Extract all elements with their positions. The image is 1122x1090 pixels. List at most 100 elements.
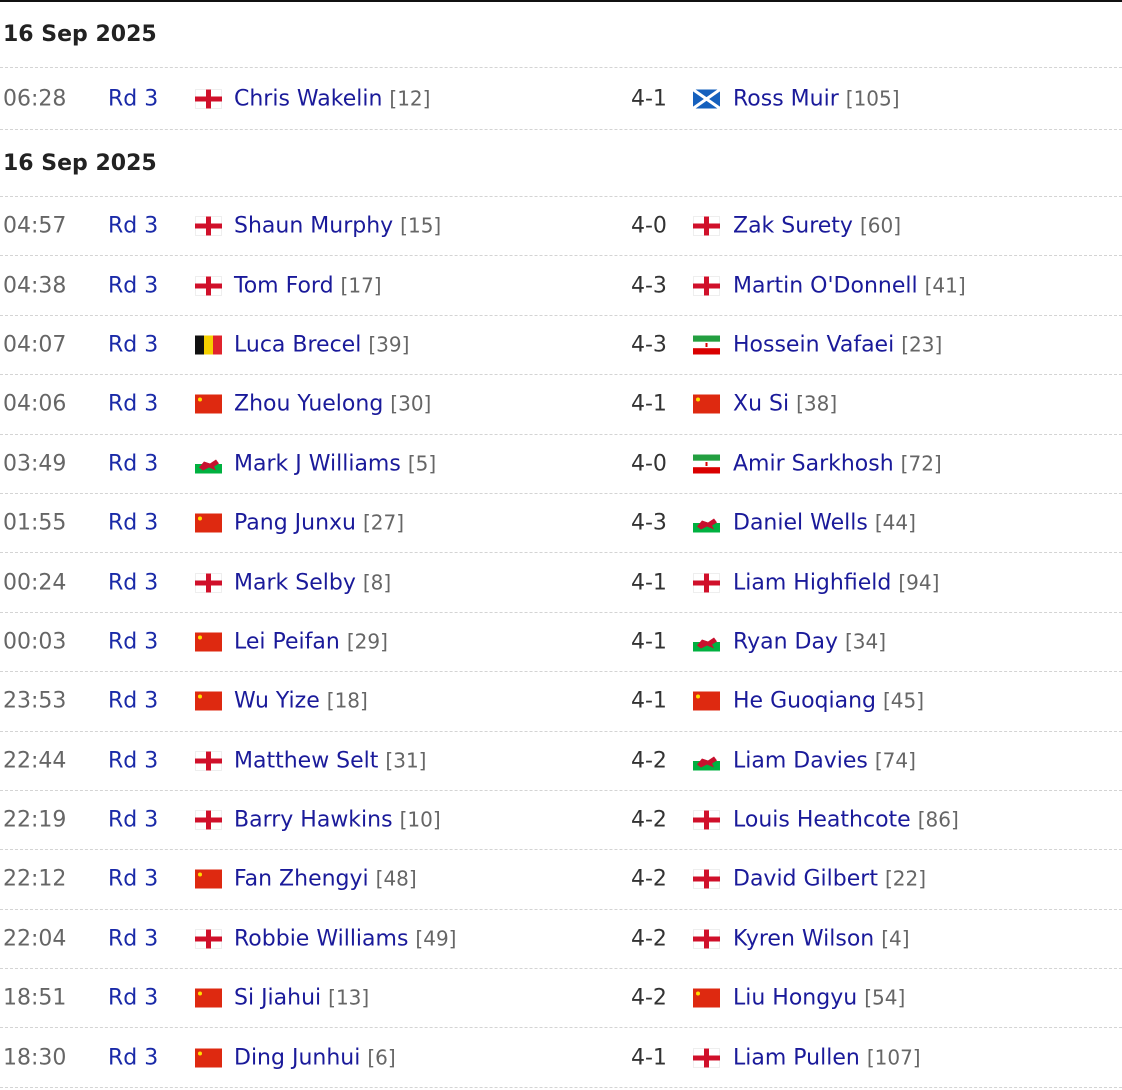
match-time: 22:12 [3,866,67,892]
player2-seed: [105] [845,86,900,110]
player1-seed: [39] [368,332,410,357]
player1-name-link[interactable]: Mark Selby [234,570,356,596]
china-flag-icon [195,394,222,414]
player1-name-link[interactable]: Mark J Williams [234,451,401,477]
round-link[interactable]: Rd 3 [108,629,159,655]
match-score[interactable]: 4-2 [631,866,667,892]
round-link[interactable]: Rd 3 [108,391,159,417]
round-link[interactable]: Rd 3 [108,510,159,536]
england-flag-icon [693,216,720,236]
player1-name-link[interactable]: Matthew Selt [234,748,379,774]
round-link[interactable]: Rd 3 [108,748,159,774]
match-row: 18:30 Rd 3 Ding Junhui [6] 4-1 Liam Pull… [0,1028,1122,1088]
player2: Hossein Vafaei [23] [733,332,942,357]
match-row: 03:49 Rd 3 Mark J Williams [5] 4-0 Amir … [0,435,1122,494]
match-score[interactable]: 4-1 [631,1045,667,1071]
match-row: 04:07 Rd 3 Luca Brecel [39] 4-3 Hossein … [0,316,1122,376]
round-link[interactable]: Rd 3 [108,688,159,714]
round-link[interactable]: Rd 3 [108,570,159,596]
player2-name-link[interactable]: Ryan Day [733,629,838,655]
player1-name-link[interactable]: Barry Hawkins [234,807,393,833]
player1-name-link[interactable]: Wu Yize [234,688,320,714]
match-score[interactable]: 4-1 [631,391,667,417]
match-score[interactable]: 4-3 [631,273,667,299]
player2-name-link[interactable]: Louis Heathcote [733,807,911,833]
player2-name-link[interactable]: Hossein Vafaei [733,332,895,358]
round-link[interactable]: Rd 3 [108,273,159,299]
player2-name-link[interactable]: Liam Pullen [733,1045,860,1071]
player1: Ding Junhui [6] [234,1045,396,1070]
player1-name-link[interactable]: Zhou Yuelong [234,391,384,417]
round-link[interactable]: Rd 3 [108,332,159,358]
player1: Robbie Williams [49] [234,926,456,951]
match-row: 23:53 Rd 3 Wu Yize [18] 4-1 He Guoqiang … [0,672,1122,732]
match-score[interactable]: 4-3 [631,510,667,536]
player1-name-link[interactable]: Fan Zhengyi [234,866,369,892]
round-link[interactable]: Rd 3 [108,807,159,833]
player2-seed: [34] [844,629,887,654]
match-score[interactable]: 4-1 [631,629,667,655]
round-link[interactable]: Rd 3 [108,451,159,477]
player1-name-link[interactable]: Si Jiahui [234,985,322,1011]
player1: Tom Ford [17] [234,273,382,298]
player1-name-link[interactable]: Chris Wakelin [234,86,383,111]
match-score[interactable]: 4-1 [631,86,667,111]
player1: Wu Yize [18] [234,689,368,714]
match-row: 06:28 Rd 3 Chris Wakelin [12] 4-1 Ross M… [0,68,1122,130]
player2-name-link[interactable]: Zak Surety [733,213,853,239]
match-score[interactable]: 4-2 [631,807,667,833]
match-score[interactable]: 4-3 [631,332,667,358]
player1: Lei Peifan [29] [234,629,388,654]
player2-name-link[interactable]: Liu Hongyu [733,985,858,1011]
england-flag-icon [195,276,222,296]
round-link[interactable]: Rd 3 [108,866,159,892]
player1-name-link[interactable]: Shaun Murphy [234,213,394,239]
player1-name-link[interactable]: Tom Ford [234,273,334,299]
round-link[interactable]: Rd 3 [108,926,159,952]
match-time: 01:55 [3,510,67,536]
round-link[interactable]: Rd 3 [108,985,159,1011]
match-score[interactable]: 4-2 [631,748,667,774]
player1-seed: [8] [362,570,392,595]
player2: Liam Pullen [107] [733,1045,921,1070]
player2-name-link[interactable]: Liam Highfield [733,570,892,596]
player2-name-link[interactable]: Ross Muir [733,86,839,111]
match-score[interactable]: 4-1 [631,688,667,714]
match-time: 22:19 [3,807,67,833]
round-link[interactable]: Rd 3 [108,213,159,239]
wales-flag-icon [693,632,720,652]
player1-seed: [13] [328,985,370,1010]
match-score[interactable]: 4-2 [631,985,667,1011]
player2-name-link[interactable]: David Gilbert [733,866,878,892]
match-score[interactable]: 4-0 [631,213,667,239]
player1-name-link[interactable]: Lei Peifan [234,629,340,655]
match-score[interactable]: 4-0 [631,451,667,477]
china-flag-icon [195,691,222,711]
match-time: 23:53 [3,688,67,714]
player2-name-link[interactable]: He Guoqiang [733,688,876,714]
match-score[interactable]: 4-1 [631,570,667,596]
player1: Mark Selby [8] [234,570,391,595]
player1-name-link[interactable]: Luca Brecel [234,332,362,358]
player1-name-link[interactable]: Pang Junxu [234,510,356,536]
round-link[interactable]: Rd 3 [108,86,159,111]
player1-name-link[interactable]: Ding Junhui [234,1045,361,1071]
match-time: 00:03 [3,629,67,655]
player2-name-link[interactable]: Liam Davies [733,748,868,774]
round-link[interactable]: Rd 3 [108,1045,159,1071]
player1-name-link[interactable]: Robbie Williams [234,926,409,952]
player1-seed: [30] [390,391,432,416]
england-flag-icon [195,751,222,771]
match-row: 00:03 Rd 3 Lei Peifan [29] 4-1 Ryan Day … [0,613,1122,673]
player2-name-link[interactable]: Kyren Wilson [733,926,875,952]
match-score[interactable]: 4-2 [631,926,667,952]
player2-seed: [44] [874,510,916,535]
player2-name-link[interactable]: Amir Sarkhosh [733,451,894,477]
match-time: 00:24 [3,570,67,596]
player2-name-link[interactable]: Xu Si [733,391,790,417]
player2-name-link[interactable]: Martin O'Donnell [733,273,918,299]
wales-flag-icon [195,454,222,474]
match-row: 04:57 Rd 3 Shaun Murphy [15] 4-0 Zak Sur… [0,197,1122,257]
player2-name-link[interactable]: Daniel Wells [733,510,868,536]
